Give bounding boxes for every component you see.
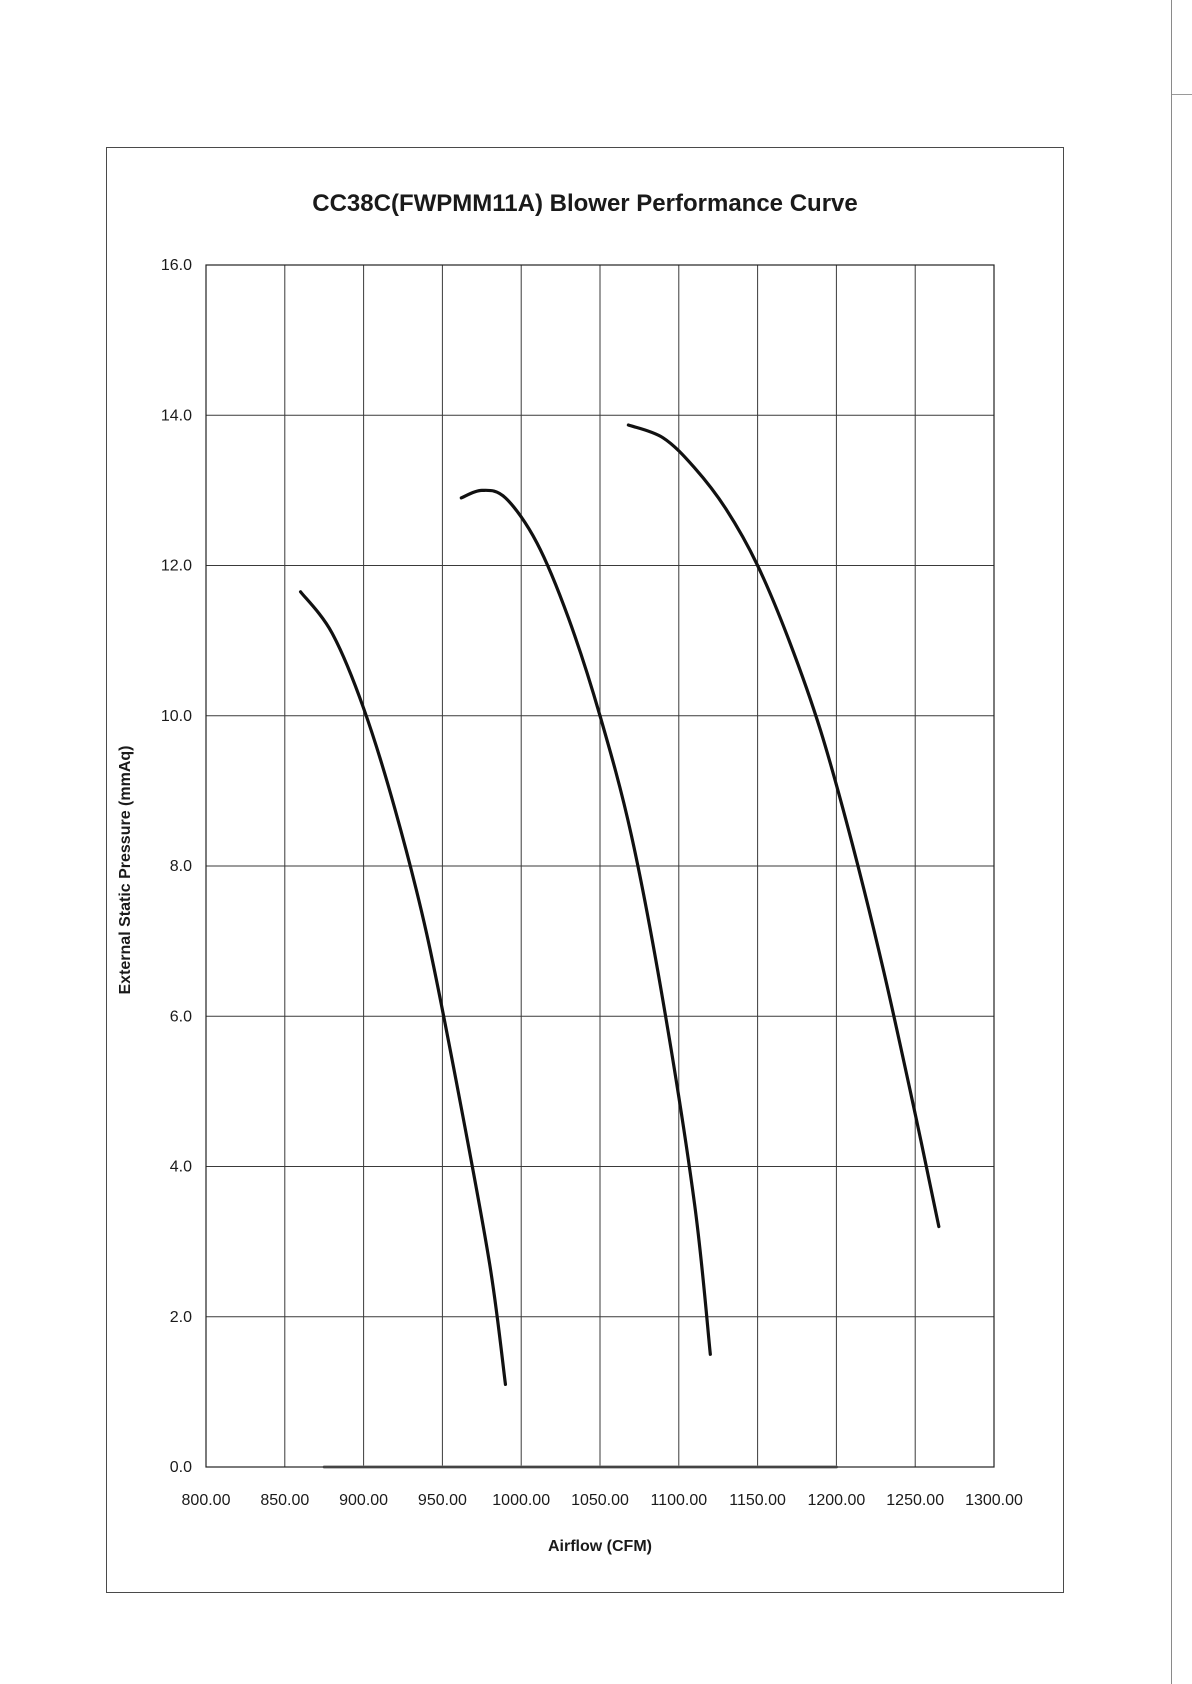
x-tick-label: 800.00 xyxy=(182,1492,231,1509)
y-tick-label: 10.0 xyxy=(161,708,192,725)
x-tick-label: 1050.00 xyxy=(571,1492,629,1509)
curves xyxy=(298,423,941,1469)
chart-frame xyxy=(106,147,1064,1593)
x-axis-label: Airflow (CFM) xyxy=(548,1538,652,1555)
chart-title: CC38C(FWPMM11A) Blower Performance Curve xyxy=(312,190,858,217)
x-tick-labels: 800.00 850.00 900.00 950.00 1000.00 1050.00 11… xyxy=(182,1492,1023,1509)
blower-curve-1 xyxy=(298,590,508,1386)
plot-border xyxy=(205,264,995,1468)
y-tick-label: 4.0 xyxy=(170,1159,192,1176)
y-tick-label: 8.0 xyxy=(170,858,192,875)
x-tick-label: 1200.00 xyxy=(807,1492,865,1509)
x-tick-label: 1000.00 xyxy=(492,1492,550,1509)
x-tick-label: 850.00 xyxy=(260,1492,309,1509)
x-tick-label: 1300.00 xyxy=(965,1492,1023,1509)
blower-curve-2 xyxy=(459,488,712,1356)
y-tick-label: 16.0 xyxy=(161,257,192,274)
grid-lines xyxy=(205,264,995,1468)
x-tick-label: 950.00 xyxy=(418,1492,467,1509)
page-edge-line xyxy=(1171,0,1172,1684)
x-tick-label: 1100.00 xyxy=(650,1492,707,1509)
x-tick-label: 1150.00 xyxy=(729,1492,786,1509)
y-tick-label: 2.0 xyxy=(170,1309,192,1326)
y-tick-label: 14.0 xyxy=(161,407,192,424)
page-edge-tick xyxy=(1172,94,1192,95)
y-tick-labels: 0.0 2.0 4.0 6.0 8.0 10.0 12.0 14.0 16.0 xyxy=(161,257,192,1476)
blower-curve-3 xyxy=(626,423,941,1229)
x-tick-label: 900.00 xyxy=(339,1492,388,1509)
y-tick-label: 0.0 xyxy=(170,1459,192,1476)
x-tick-label: 1250.00 xyxy=(886,1492,944,1509)
y-tick-label: 12.0 xyxy=(161,558,192,575)
y-tick-label: 6.0 xyxy=(170,1008,192,1025)
